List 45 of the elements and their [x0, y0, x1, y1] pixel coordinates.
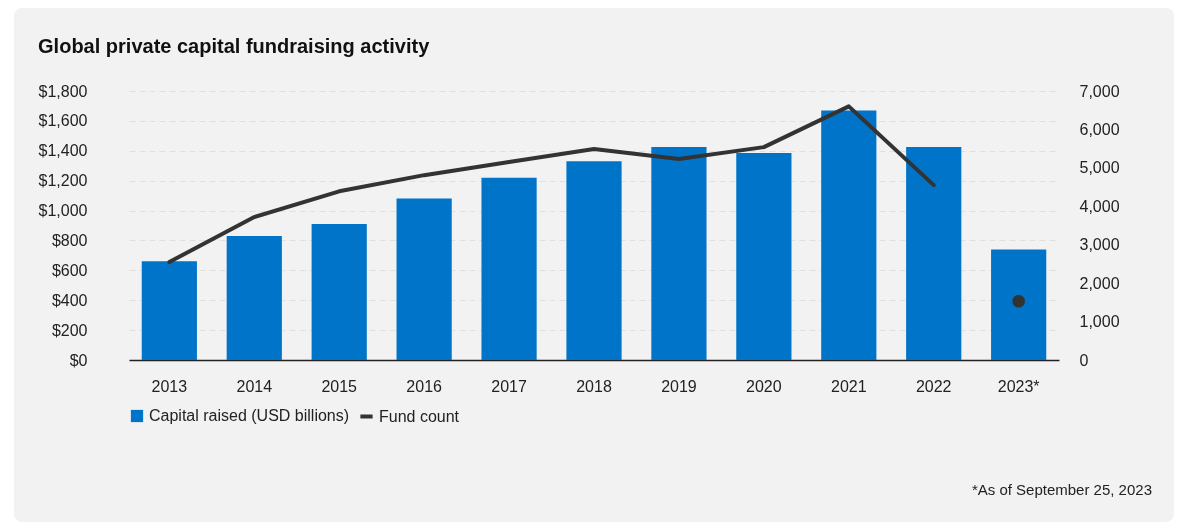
x-tick-label: 2022 [915, 377, 952, 395]
x-tick-label: 2016 [406, 377, 443, 395]
x-tick-label: 2017 [491, 377, 527, 395]
bar [906, 147, 962, 360]
x-tick-label: 2013 [151, 377, 188, 395]
y2-tick-label: 5,000 [1079, 159, 1120, 177]
x-tick-label: 2023* [997, 377, 1040, 395]
legend-label: Fund count [379, 407, 460, 425]
y-tick-label: $1,600 [38, 112, 88, 130]
y2-tick-label: 2,000 [1079, 274, 1120, 292]
x-tick-label: 2020 [746, 377, 782, 395]
x-tick-label: 2015 [321, 377, 358, 395]
bar [736, 153, 792, 360]
chart-title: Global private capital fundraising activity [38, 35, 431, 57]
y-tick-label: $800 [51, 231, 88, 249]
bar [311, 224, 367, 360]
x-tick-label: 2014 [236, 377, 273, 395]
bar [651, 147, 707, 360]
bar [226, 235, 282, 360]
y2-tick-label: 3,000 [1079, 236, 1120, 254]
bar [141, 261, 197, 360]
y2-tick-label: 1,000 [1079, 313, 1120, 331]
y-tick-label: $1,200 [38, 172, 88, 190]
line-series [167, 104, 936, 265]
y2-tick-label: 4,000 [1079, 197, 1120, 215]
y2-tick-label: 6,000 [1079, 120, 1120, 138]
bar [821, 110, 877, 360]
x-tick-label: 2018 [576, 377, 612, 395]
y2-tick-label: 7,000 [1079, 82, 1120, 100]
legend-label: Capital raised (USD billions) [149, 407, 350, 424]
bar [396, 198, 452, 360]
y-tick-label: $0 [69, 351, 88, 369]
bar [991, 249, 1047, 360]
y-tick-label: $400 [51, 291, 88, 309]
y2-tick-label: 0 [1079, 351, 1089, 369]
y-tick-label: $1,000 [38, 202, 88, 220]
y-tick-label: $1,800 [38, 82, 88, 100]
y-tick-label: $1,400 [38, 142, 88, 160]
y-tick-label: $600 [51, 261, 88, 279]
x-tick-label: 2021 [831, 377, 867, 395]
x-tick-label: 2019 [661, 377, 697, 395]
text: *As of September 25, 2023 [971, 481, 1152, 498]
bar [481, 177, 537, 360]
y-tick-label: $200 [51, 321, 88, 339]
bar [566, 161, 622, 360]
